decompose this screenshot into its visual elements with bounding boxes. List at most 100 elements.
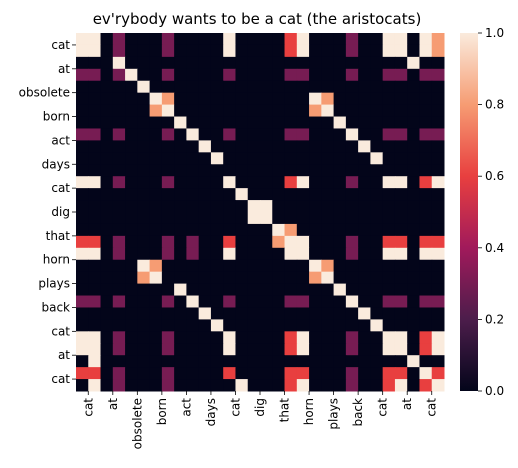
heatmap-cell (309, 331, 322, 344)
heatmap-cell (345, 128, 359, 141)
heatmap-cell (431, 152, 445, 165)
heatmap-cell (431, 355, 445, 368)
heatmap-cell (76, 104, 89, 118)
heatmap-cell (247, 319, 261, 332)
heatmap-cell (382, 152, 396, 165)
heatmap-cell (370, 259, 384, 273)
heatmap-cell (137, 212, 151, 225)
heatmap-cell (112, 212, 126, 225)
heatmap-cell (370, 152, 384, 165)
heatmap-cell (260, 247, 273, 261)
heatmap-cell (431, 104, 445, 118)
heatmap-cell (235, 68, 249, 82)
heatmap-cell (272, 331, 286, 344)
heatmap-cell (394, 33, 408, 46)
heatmap-cell (210, 140, 224, 153)
heatmap-cell (161, 104, 175, 118)
heatmap-cell (431, 44, 445, 58)
heatmap-cell (321, 176, 335, 189)
heatmap-cell (345, 379, 359, 392)
heatmap-cell (370, 33, 384, 46)
heatmap-cell (186, 271, 200, 285)
heatmap-cell (431, 319, 445, 332)
heatmap-cell (394, 140, 408, 153)
heatmap-cell (210, 319, 224, 332)
heatmap-cell (260, 44, 273, 58)
heatmap-cell (260, 379, 273, 392)
heatmap-cell (272, 379, 286, 392)
heatmap-cell (309, 367, 322, 380)
heatmap-cell (419, 271, 433, 285)
heatmap-cell (174, 367, 187, 380)
heatmap-cell (333, 44, 347, 58)
heatmap-cell (358, 152, 371, 165)
heatmap-cell (382, 33, 396, 46)
heatmap-cell (358, 283, 371, 297)
chart-title: ev'rybody wants to be a cat (the aristoc… (93, 10, 422, 28)
heatmap-cell (272, 235, 286, 249)
heatmap-cell (260, 176, 273, 189)
heatmap-cell (186, 92, 200, 106)
heatmap-cell (112, 283, 126, 297)
heatmap-cell (358, 343, 371, 356)
heatmap-cell (76, 188, 89, 201)
heatmap-cell (125, 379, 138, 392)
heatmap-cell (100, 152, 114, 165)
heatmap-cell (210, 68, 224, 82)
heatmap-cell (161, 128, 175, 141)
heatmap-cell (333, 319, 347, 332)
heatmap-cell (419, 33, 433, 46)
heatmap-cell (149, 128, 163, 141)
heatmap-cell (284, 295, 298, 308)
heatmap-cell (431, 283, 445, 297)
heatmap-cell (112, 152, 126, 165)
heatmap-cell (309, 44, 322, 58)
colorbar-tick-label: 0.6 (485, 169, 504, 183)
x-tick-label: horn (302, 398, 316, 425)
heatmap-cell (112, 104, 126, 118)
heatmap-cell (235, 331, 249, 344)
heatmap-cell (125, 212, 138, 225)
heatmap-cell (210, 307, 224, 320)
heatmap-cell (223, 56, 236, 70)
heatmap-cell (174, 128, 187, 141)
heatmap-cell (370, 343, 384, 356)
heatmap-cell (394, 152, 408, 165)
heatmap-cell (161, 116, 175, 129)
heatmap-cell (260, 33, 273, 46)
heatmap-cell (235, 343, 249, 356)
heatmap-cell (333, 116, 347, 129)
heatmap-cell (419, 80, 433, 94)
heatmap-cell (235, 259, 249, 273)
heatmap-cell (260, 80, 273, 94)
heatmap-cell (149, 33, 163, 46)
heatmap-cell (260, 92, 273, 106)
heatmap-cell (309, 164, 322, 177)
heatmap-cell (88, 104, 102, 118)
heatmap-cell (223, 44, 236, 58)
heatmap-cell (407, 235, 420, 249)
heatmap-cell (100, 259, 114, 273)
heatmap-cell (419, 56, 433, 70)
heatmap-cell (186, 331, 200, 344)
heatmap-cell (198, 271, 212, 285)
heatmap-cell (186, 128, 200, 141)
heatmap-cell (149, 307, 163, 320)
heatmap-cell (296, 247, 310, 261)
heatmap-cell (125, 176, 138, 189)
y-tick-label: cat (51, 38, 70, 52)
heatmap-cell (296, 223, 310, 237)
heatmap-cell (137, 271, 151, 285)
heatmap-cell (272, 307, 286, 320)
heatmap-cell (210, 116, 224, 129)
heatmap-cell (358, 247, 371, 261)
heatmap-cell (186, 200, 200, 213)
heatmap-cell (223, 235, 236, 249)
heatmap-cell (174, 33, 187, 46)
heatmap-cell (247, 68, 261, 82)
heatmap-cell (88, 259, 102, 273)
heatmap-cell (260, 212, 273, 225)
heatmap-cell (235, 235, 249, 249)
heatmap-cell (370, 379, 384, 392)
heatmap-cell (161, 235, 175, 249)
